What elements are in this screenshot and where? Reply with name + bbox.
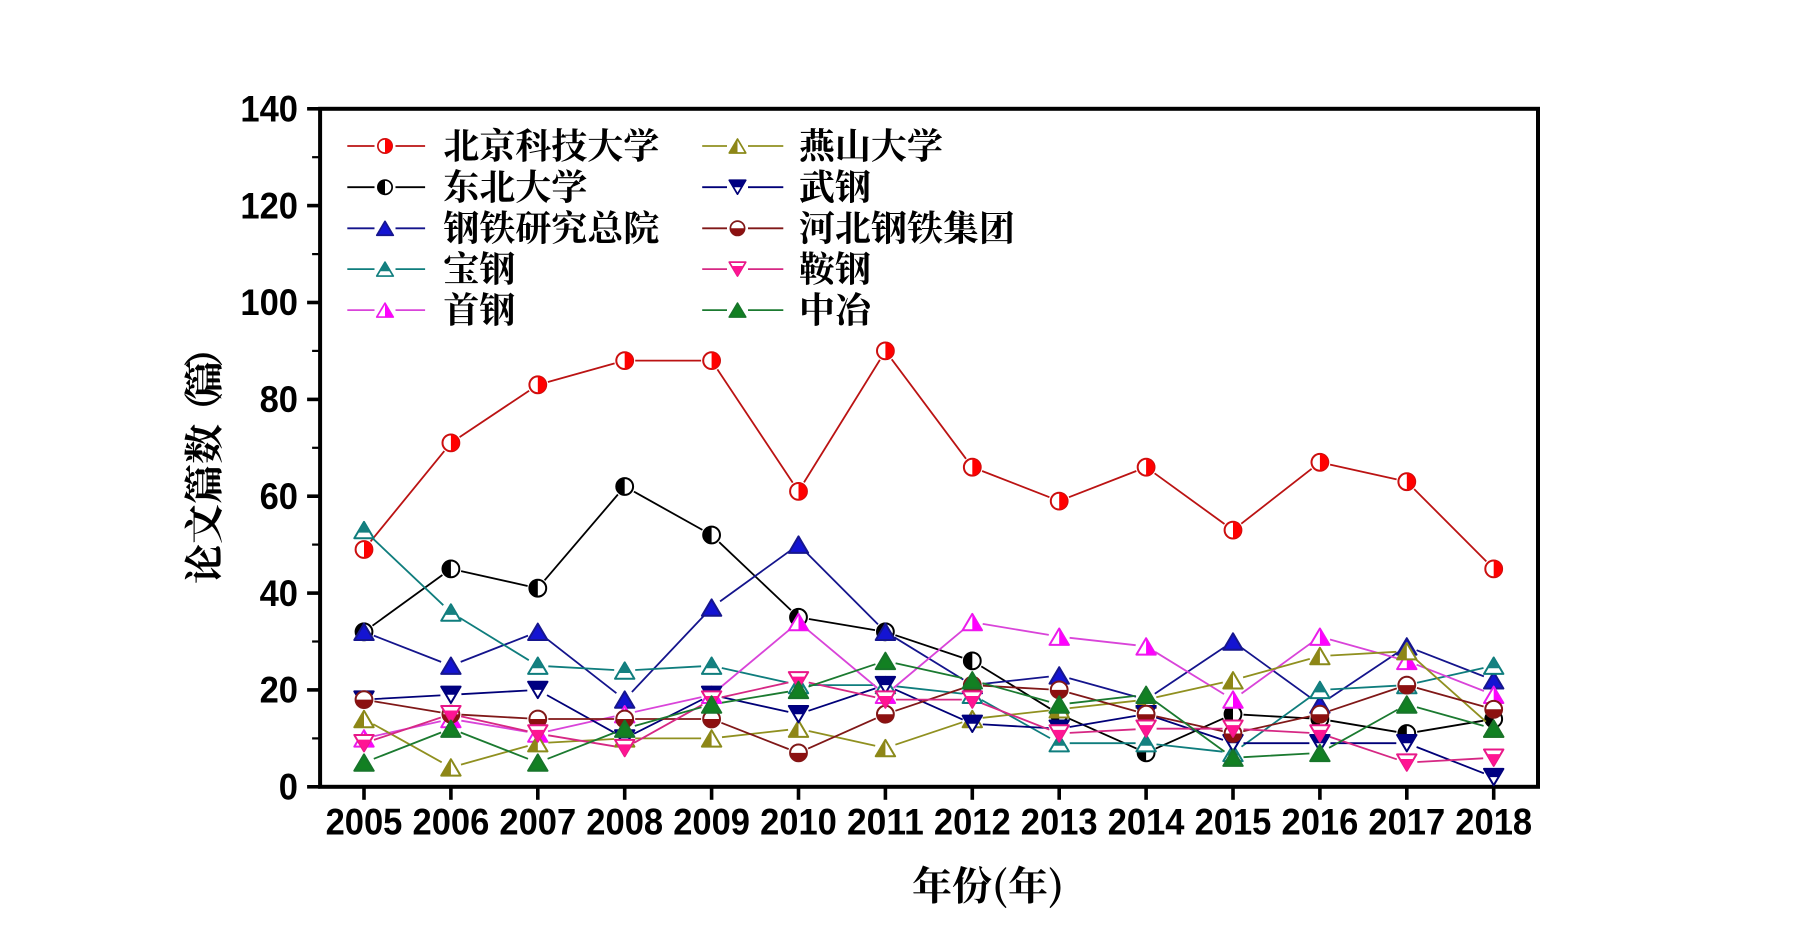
svg-text:2016: 2016 bbox=[1282, 801, 1359, 843]
svg-text:120: 120 bbox=[240, 184, 298, 226]
svg-text:60: 60 bbox=[260, 475, 298, 517]
svg-text:20: 20 bbox=[260, 669, 298, 711]
svg-text:2018: 2018 bbox=[1455, 801, 1532, 843]
svg-text:2007: 2007 bbox=[499, 801, 576, 843]
svg-text:0: 0 bbox=[279, 766, 298, 808]
svg-text:140: 140 bbox=[240, 88, 298, 130]
svg-text:2011: 2011 bbox=[847, 801, 924, 843]
svg-text:2006: 2006 bbox=[413, 801, 490, 843]
svg-text:2008: 2008 bbox=[586, 801, 663, 843]
svg-text:100: 100 bbox=[240, 281, 298, 323]
svg-text:2013: 2013 bbox=[1021, 801, 1098, 843]
svg-text:2009: 2009 bbox=[673, 801, 750, 843]
svg-text:2005: 2005 bbox=[326, 801, 403, 843]
svg-text:2015: 2015 bbox=[1195, 801, 1272, 843]
svg-text:2012: 2012 bbox=[934, 801, 1011, 843]
svg-text:40: 40 bbox=[260, 572, 298, 614]
svg-text:2010: 2010 bbox=[760, 801, 837, 843]
svg-text:80: 80 bbox=[260, 378, 298, 420]
svg-text:2014: 2014 bbox=[1108, 801, 1185, 843]
svg-text:2017: 2017 bbox=[1368, 801, 1445, 843]
